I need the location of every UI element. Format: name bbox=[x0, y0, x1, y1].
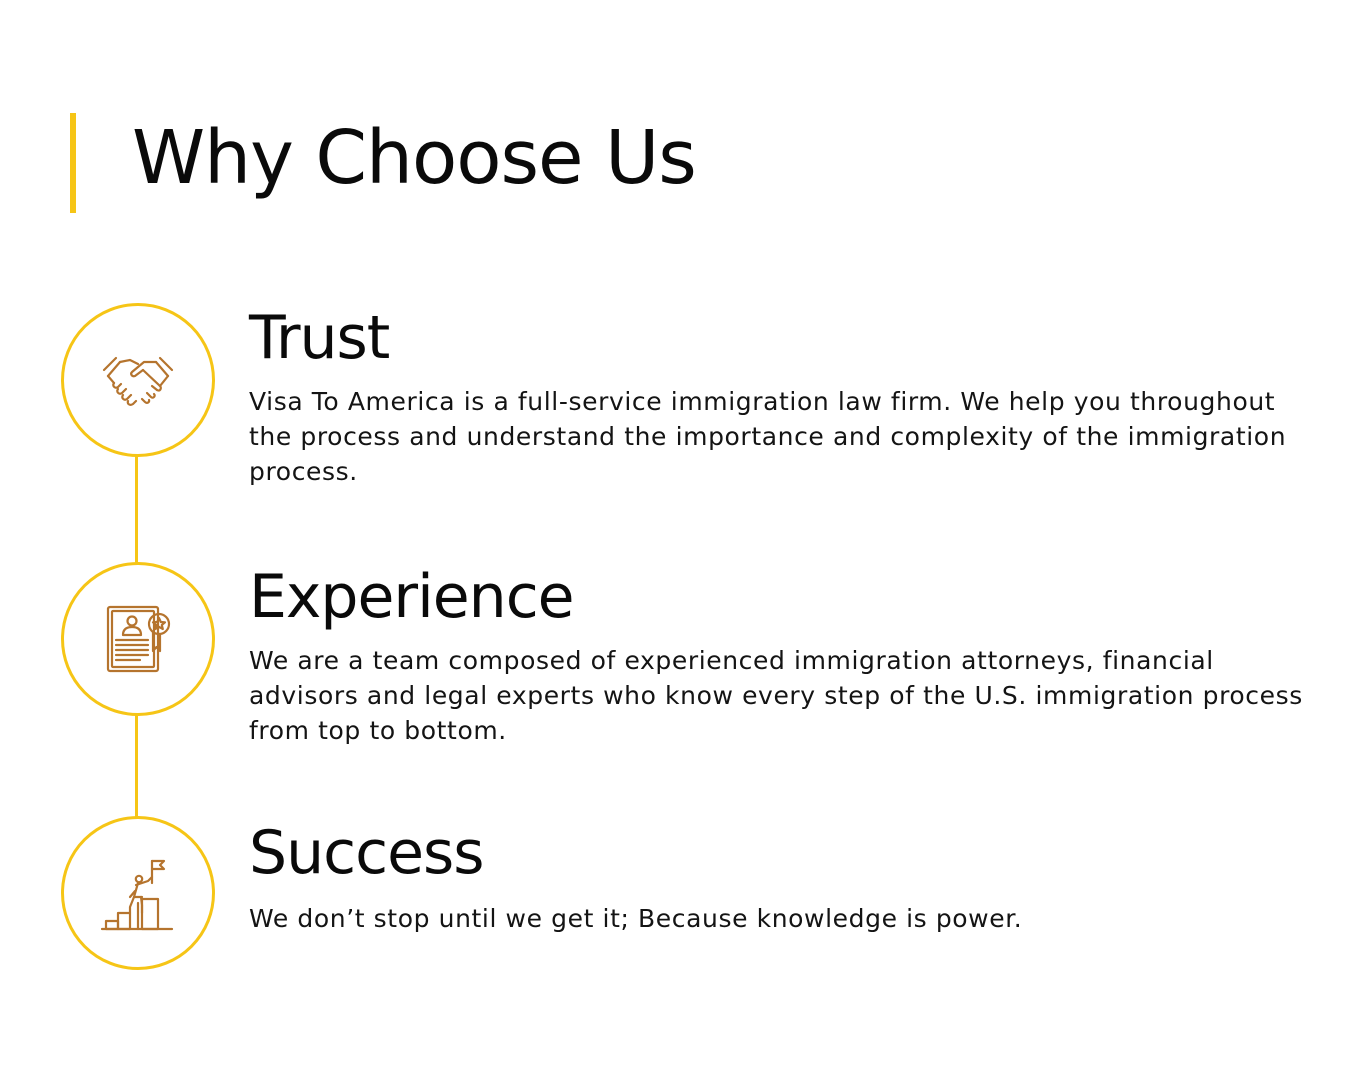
feature-description: We are a team composed of experienced im… bbox=[249, 646, 1303, 745]
timeline-connector bbox=[135, 714, 138, 818]
feature-description: Visa To America is a full-service immigr… bbox=[249, 387, 1287, 486]
page-title: Why Choose Us bbox=[132, 115, 697, 201]
feature-icon-circle bbox=[61, 303, 215, 457]
feature-description: We don’t stop until we get it; Because k… bbox=[249, 904, 1023, 933]
climbing-success-icon bbox=[100, 859, 174, 931]
title-accent-bar bbox=[70, 113, 76, 213]
feature-title: Trust bbox=[249, 303, 390, 373]
feature-title: Success bbox=[249, 818, 485, 888]
timeline-connector bbox=[135, 455, 138, 563]
certificate-icon bbox=[106, 605, 171, 673]
feature-icon-circle bbox=[61, 816, 215, 970]
feature-icon-circle bbox=[61, 562, 215, 716]
feature-title: Experience bbox=[249, 562, 575, 632]
handshake-icon bbox=[102, 356, 174, 406]
